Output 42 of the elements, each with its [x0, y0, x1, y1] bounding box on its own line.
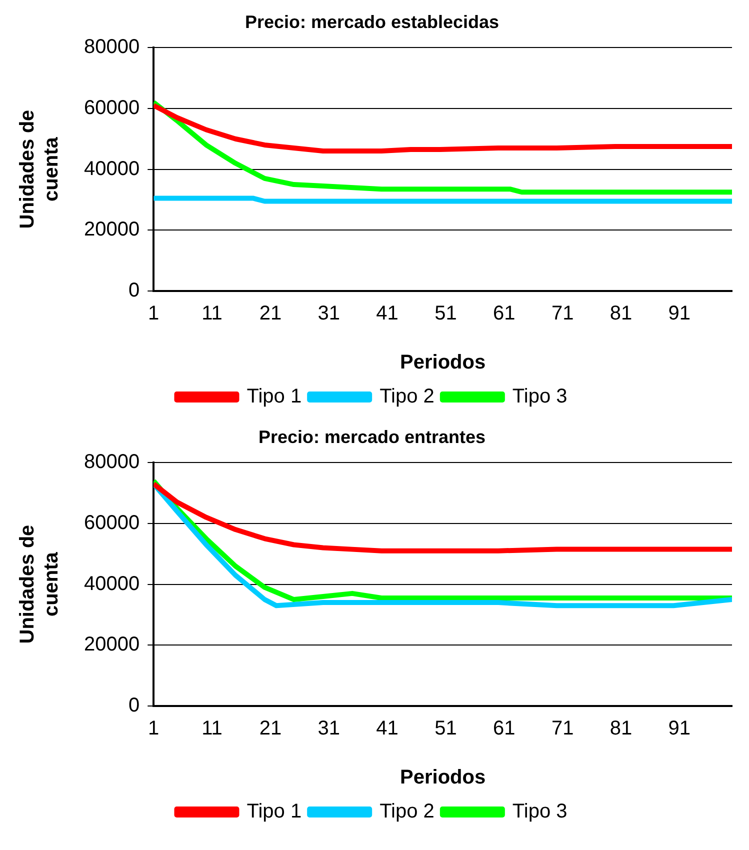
x-tick-label: 51	[434, 302, 457, 325]
legend-label: Tipo 3	[512, 800, 568, 823]
y-tick-label: 20000	[84, 218, 140, 241]
legend-label: Tipo 2	[380, 800, 434, 823]
x-tick-label: 1	[148, 302, 160, 325]
y-tick-label: 60000	[84, 96, 140, 119]
x-tick-label: 81	[610, 718, 632, 740]
y-tick-label: 0	[128, 694, 140, 717]
x-tick-label: 31	[318, 718, 340, 740]
legend-label: Tipo 2	[380, 386, 434, 408]
x-tick-label: 41	[376, 718, 398, 740]
x-tick-label: 41	[376, 302, 398, 325]
x-tick-label: 21	[259, 302, 282, 325]
x-tick-label: 61	[493, 302, 516, 325]
y-tick-label: 80000	[84, 451, 140, 474]
legend-label: Tipo 3	[512, 386, 568, 408]
x-tick-label: 21	[259, 718, 282, 740]
y-tick-label: 60000	[84, 512, 140, 534]
x-tick-label: 31	[318, 302, 340, 325]
x-tick-label: 11	[202, 302, 222, 325]
x-tick-label: 81	[610, 302, 632, 325]
x-tick-label: 51	[434, 718, 457, 740]
x-axis-title: Periodos	[400, 766, 486, 789]
legend-label: Tipo 1	[246, 800, 302, 823]
x-axis-title: Periodos	[400, 352, 486, 374]
chart-title: Precio: mercado establecidas	[244, 12, 500, 32]
legend-label: Tipo 1	[246, 386, 302, 408]
y-axis-title: Unidades de cuenta	[16, 110, 63, 229]
y-tick-label: 80000	[84, 36, 140, 58]
y-tick-label: 20000	[84, 634, 140, 656]
y-tick-label: 40000	[84, 158, 140, 180]
y-tick-label: 40000	[84, 572, 140, 595]
x-tick-label: 1	[148, 718, 160, 740]
x-tick-label: 91	[668, 718, 691, 740]
y-axis-title: Unidades de cuenta	[16, 524, 63, 644]
x-tick-label: 71	[551, 302, 574, 325]
x-tick-label: 71	[551, 718, 574, 740]
y-tick-label: 0	[128, 280, 140, 302]
chart-title: Precio: mercado entrantes	[258, 426, 486, 447]
x-tick-label: 91	[668, 302, 691, 325]
x-tick-label: 11	[202, 718, 222, 740]
x-tick-label: 61	[493, 718, 516, 740]
